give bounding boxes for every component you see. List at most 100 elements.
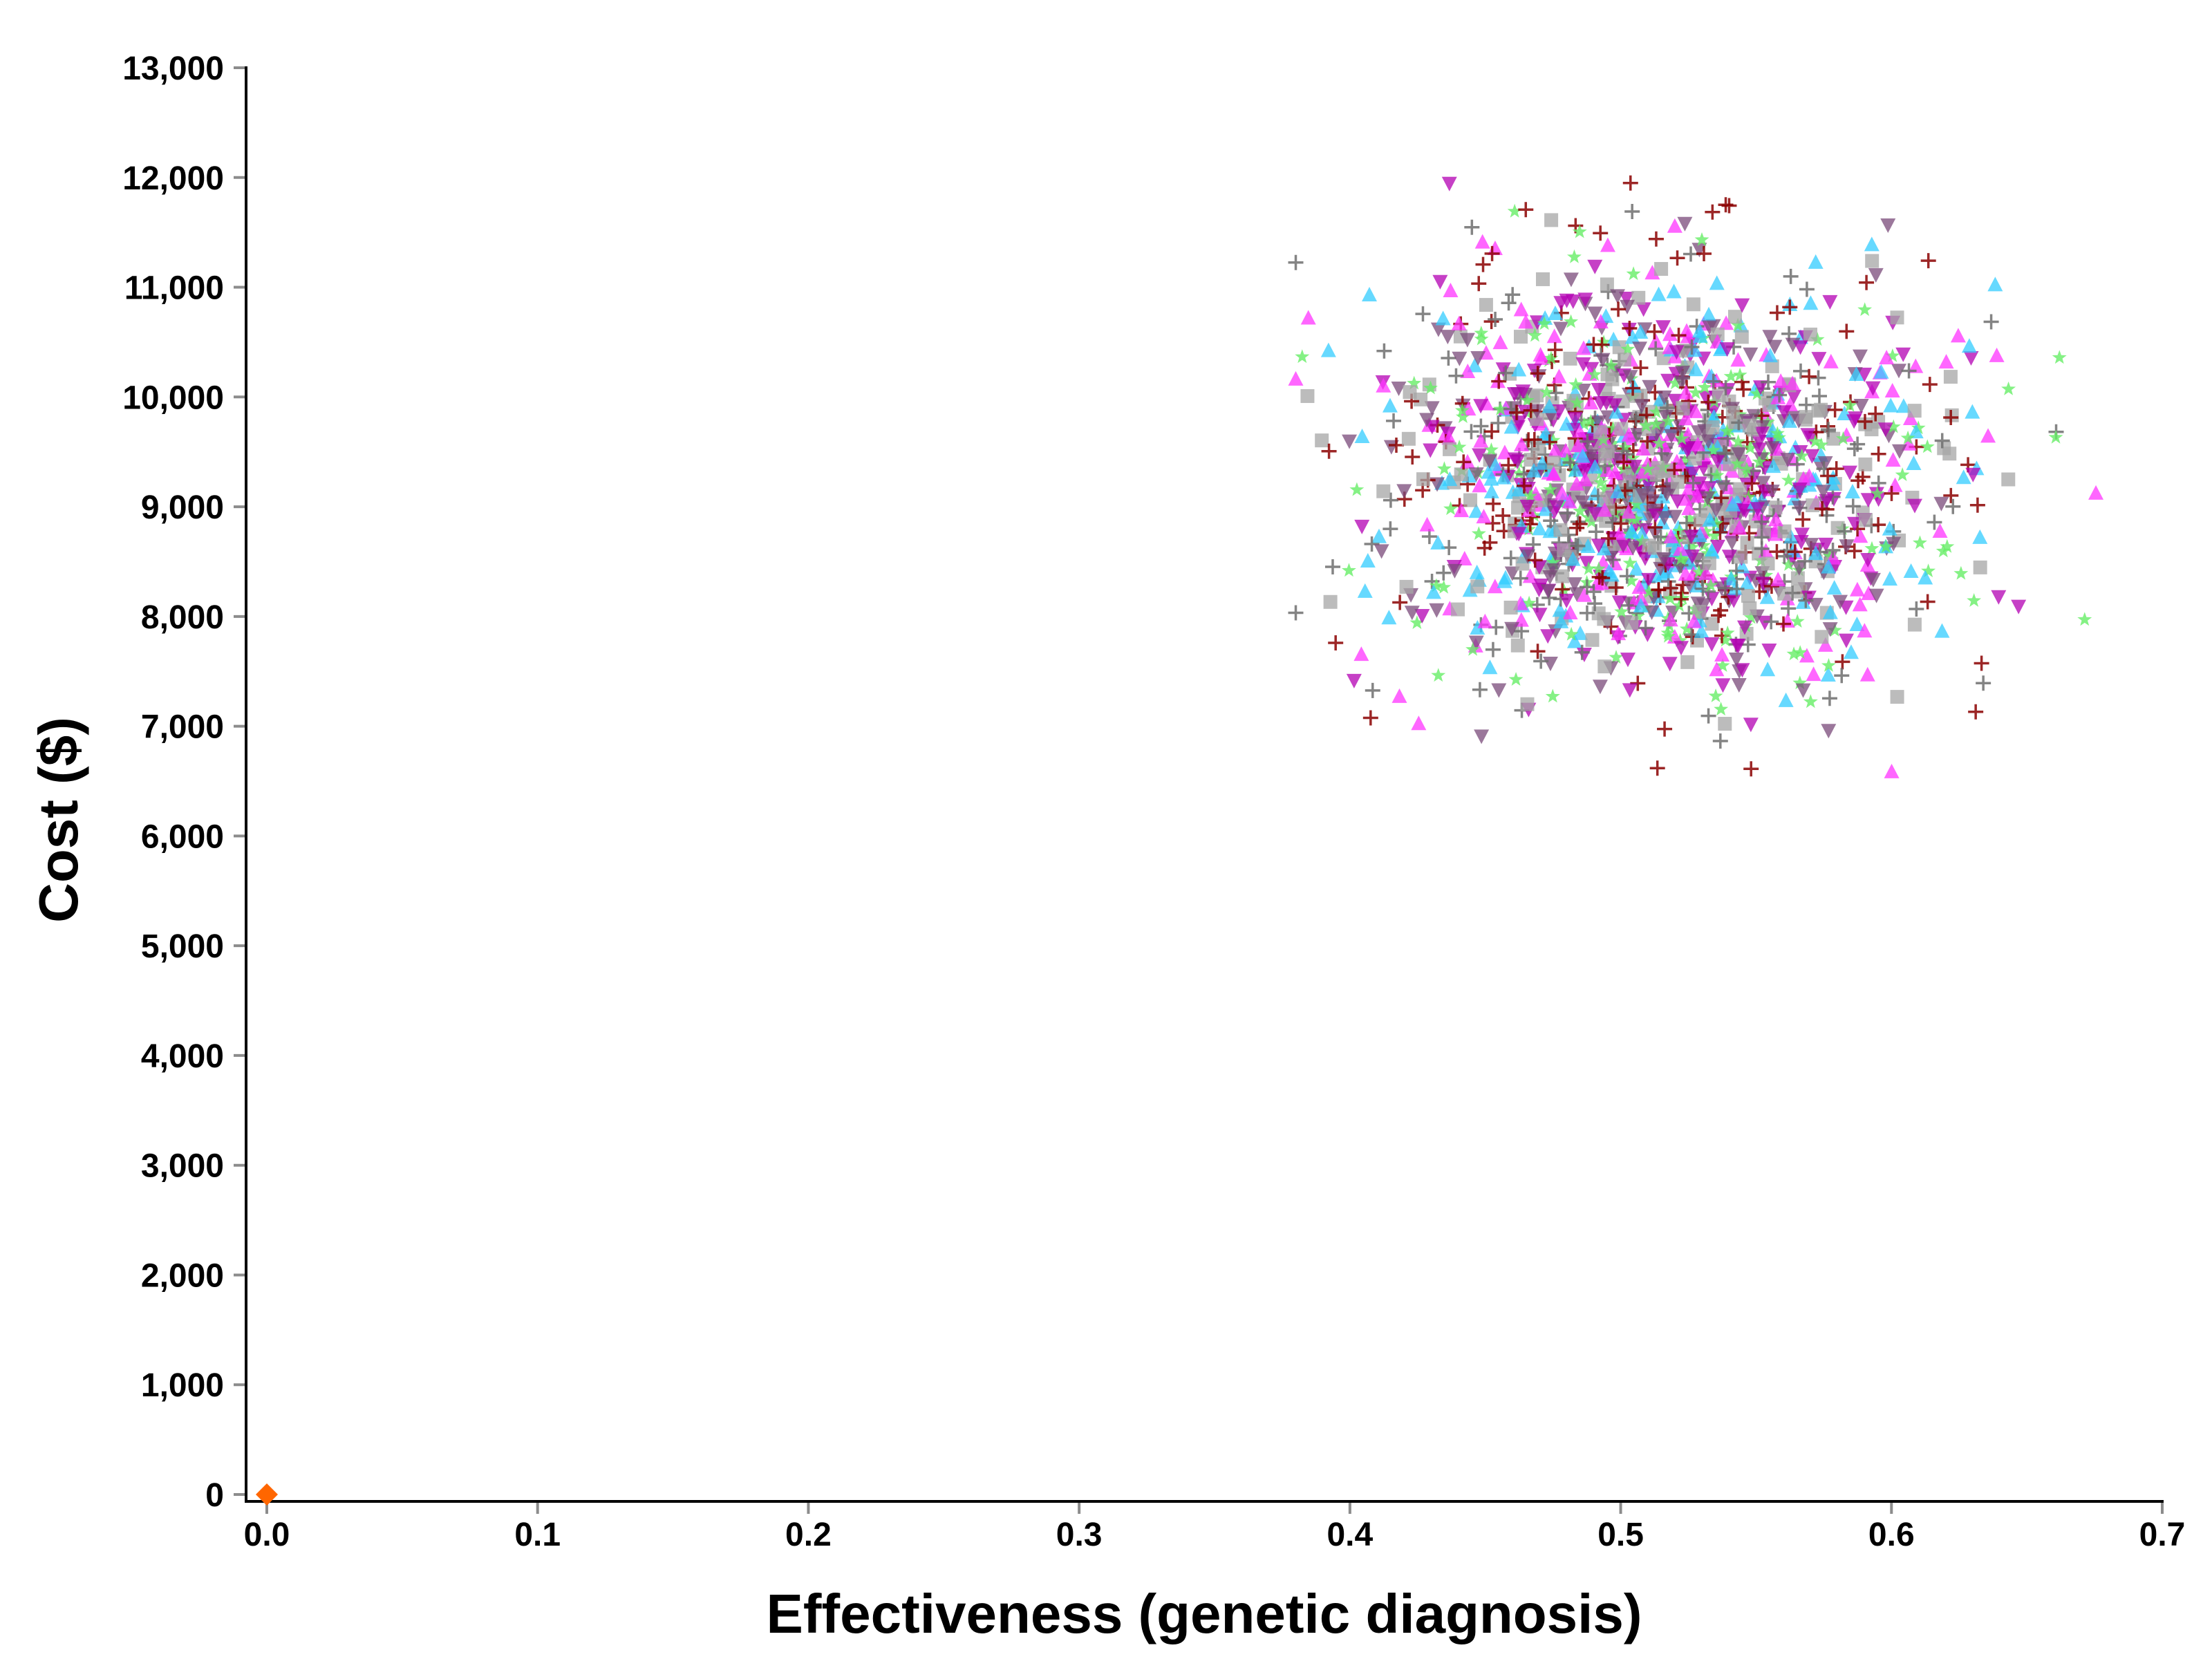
point-plus bbox=[1619, 568, 1635, 584]
point-star bbox=[1786, 646, 1801, 661]
point-plus bbox=[1799, 397, 1815, 413]
point-square bbox=[1585, 632, 1600, 647]
point-triangle-up bbox=[1895, 398, 1911, 413]
point-triangle-up bbox=[1853, 528, 1868, 543]
point-plus bbox=[1491, 373, 1507, 389]
point-triangle-up bbox=[1583, 395, 1599, 410]
point-triangle-down bbox=[1656, 511, 1672, 526]
point-triangle-down bbox=[1702, 320, 1718, 335]
point-plus bbox=[1662, 580, 1678, 596]
point-star bbox=[1810, 332, 1825, 346]
point-triangle-down bbox=[1726, 593, 1742, 608]
point-plus bbox=[1483, 314, 1499, 330]
point-star bbox=[1593, 475, 1609, 489]
point-square bbox=[1624, 616, 1639, 630]
point-square bbox=[1479, 298, 1493, 312]
point-square bbox=[1705, 617, 1719, 631]
point-square bbox=[1463, 493, 1478, 507]
point-triangle-up bbox=[1611, 626, 1627, 641]
point-triangle-down bbox=[1933, 496, 1949, 512]
point-triangle-down bbox=[1891, 364, 1906, 379]
point-star bbox=[1827, 623, 1842, 637]
point-plus bbox=[1488, 312, 1503, 328]
point-plus bbox=[1782, 299, 1798, 315]
point-triangle-down bbox=[1542, 656, 1558, 671]
point-plus bbox=[1760, 374, 1776, 390]
point-triangle-up bbox=[1691, 323, 1707, 338]
point-star bbox=[1781, 472, 1796, 487]
point-triangle-up bbox=[1778, 692, 1794, 707]
point-triangle-down bbox=[1811, 352, 1827, 367]
point-square bbox=[1725, 405, 1740, 420]
point-triangle-up bbox=[1883, 397, 1899, 413]
points-layer bbox=[1288, 175, 2104, 778]
point-star bbox=[1544, 350, 1559, 365]
point-triangle-up bbox=[1678, 411, 1694, 426]
point-plus bbox=[1820, 468, 1836, 484]
point-triangle-down bbox=[1664, 429, 1680, 444]
point-triangle-up bbox=[1857, 623, 1873, 638]
point-square bbox=[1806, 498, 1820, 512]
point-plus bbox=[1772, 387, 1788, 403]
point-triangle-down bbox=[1746, 409, 1762, 424]
point-triangle-down bbox=[1511, 415, 1527, 431]
point-star bbox=[1566, 458, 1581, 471]
point-triangle-up bbox=[1656, 438, 1672, 453]
point-triangle-down bbox=[1391, 381, 1407, 396]
point-plus bbox=[1547, 342, 1563, 358]
point-triangle-down bbox=[1540, 584, 1556, 599]
point-square bbox=[1511, 500, 1526, 515]
point-star bbox=[1614, 604, 1629, 618]
point-triangle-down bbox=[1667, 393, 1683, 409]
point-star bbox=[2052, 350, 2067, 364]
point-triangle-up bbox=[1873, 364, 1889, 379]
point-triangle-up bbox=[1568, 462, 1584, 477]
point-triangle-up bbox=[1861, 585, 1877, 601]
point-triangle-up bbox=[1620, 504, 1636, 519]
point-plus bbox=[1541, 434, 1557, 450]
point-triangle-down bbox=[1374, 544, 1389, 559]
point-triangle-down bbox=[1841, 465, 1857, 480]
point-triangle-down bbox=[1700, 434, 1716, 449]
point-triangle-up bbox=[1689, 488, 1705, 503]
point-plus bbox=[1717, 580, 1733, 596]
point-plus bbox=[1288, 605, 1304, 621]
point-triangle-up bbox=[1537, 310, 1553, 325]
point-plus bbox=[1586, 337, 1602, 353]
point-triangle-up bbox=[1546, 328, 1562, 344]
point-square bbox=[1615, 394, 1630, 409]
point-triangle-down bbox=[1715, 678, 1731, 693]
point-triangle-down bbox=[1656, 390, 1672, 405]
point-plus bbox=[1705, 373, 1721, 389]
point-star bbox=[1620, 341, 1635, 356]
point-plus bbox=[1501, 295, 1517, 311]
point-plus bbox=[1945, 498, 1961, 514]
point-square bbox=[1799, 410, 1813, 424]
point-plus bbox=[1518, 202, 1534, 218]
point-triangle-up bbox=[1360, 552, 1376, 568]
point-plus bbox=[1633, 360, 1649, 376]
point-triangle-up bbox=[1822, 604, 1838, 619]
y-tick-label: 13,000 bbox=[122, 50, 224, 87]
point-triangle-up bbox=[1288, 371, 1304, 386]
point-triangle-down bbox=[1698, 391, 1714, 406]
point-star bbox=[1709, 467, 1725, 482]
point-square bbox=[1702, 556, 1716, 570]
point-triangle-down bbox=[1559, 293, 1575, 308]
point-square bbox=[1727, 310, 1742, 324]
point-star bbox=[1452, 440, 1467, 453]
point-triangle-up bbox=[1698, 565, 1714, 580]
point-square bbox=[1680, 655, 1695, 669]
point-triangle-up bbox=[1739, 575, 1755, 590]
point-plus bbox=[1674, 591, 1689, 607]
point-plus bbox=[1789, 456, 1805, 472]
point-triangle-down bbox=[1780, 453, 1796, 468]
y-tick-label: 9,000 bbox=[141, 489, 224, 526]
point-plus bbox=[1533, 653, 1549, 669]
point-plus bbox=[1495, 507, 1511, 523]
point-triangle-up bbox=[1727, 580, 1743, 595]
point-triangle-down bbox=[1548, 483, 1564, 498]
point-star bbox=[1591, 561, 1606, 575]
point-star bbox=[2048, 429, 2063, 444]
point-square bbox=[1654, 262, 1669, 276]
